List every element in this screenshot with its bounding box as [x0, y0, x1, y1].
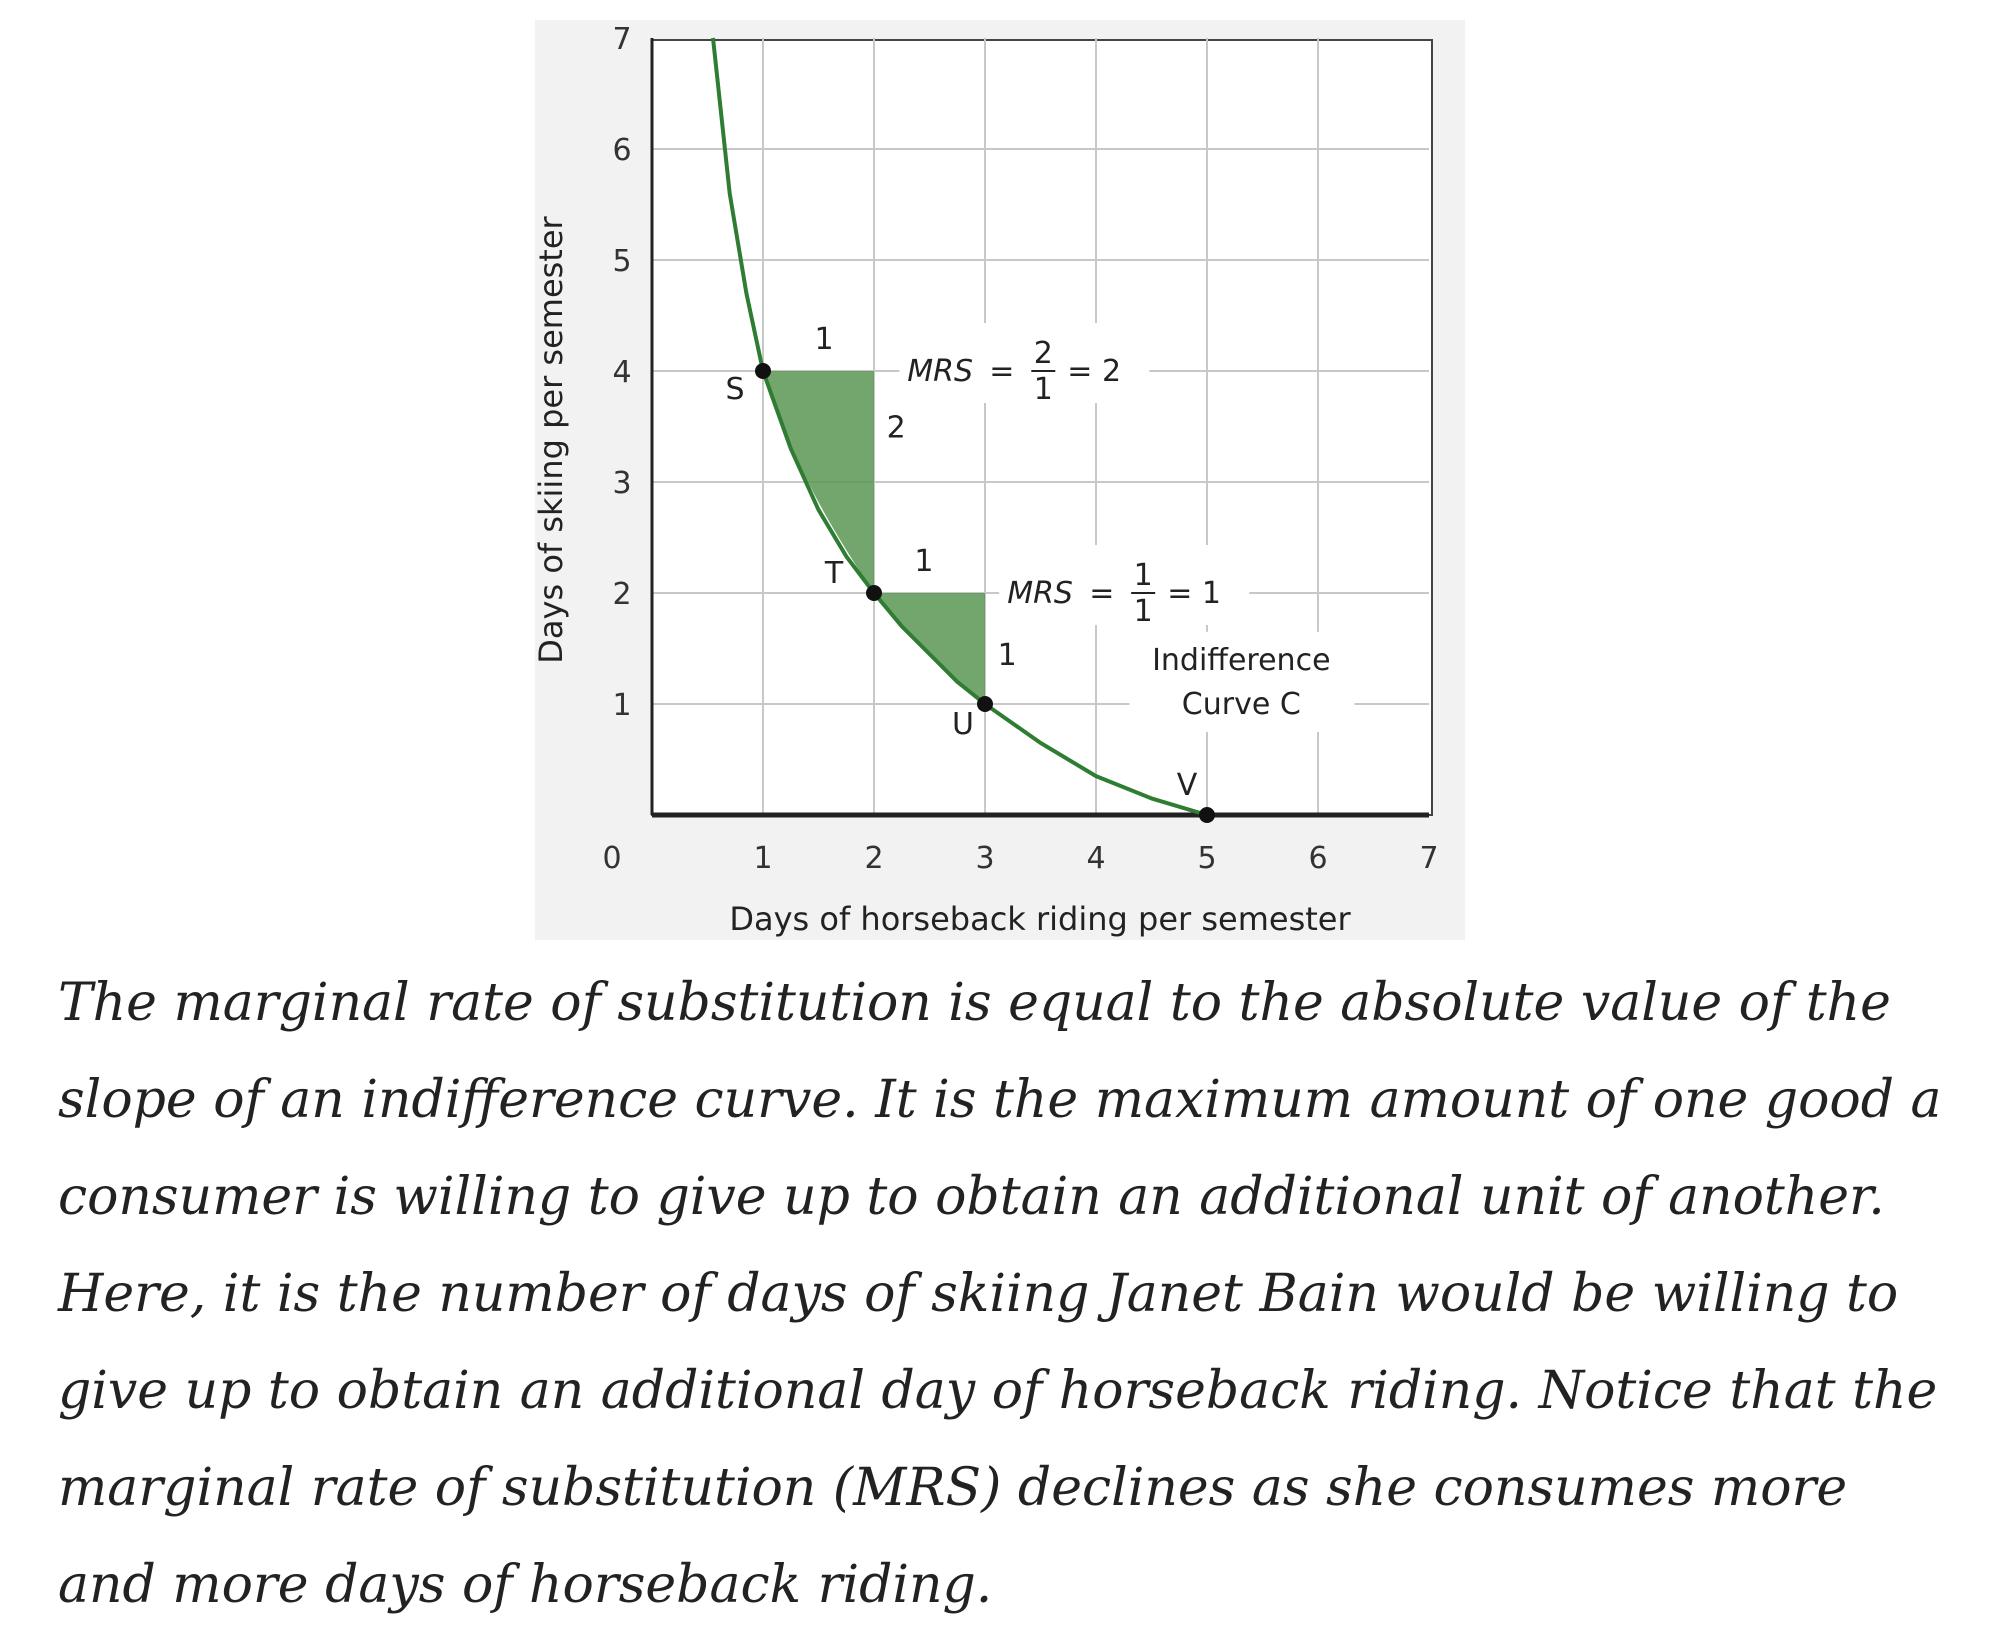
point-label-t: T: [824, 556, 844, 591]
curves: [711, 37, 1208, 817]
y-tick-label-4: 4: [612, 355, 631, 390]
point-label-v: V: [1177, 768, 1198, 803]
mrs-background-b: [999, 545, 1250, 625]
shaded-regions: [763, 371, 985, 704]
point-label-s: S: [725, 372, 744, 407]
mrs-denominator-b: 1: [1134, 594, 1153, 629]
series-line-0: [711, 37, 1208, 817]
x-tick-label-2: 2: [864, 841, 883, 876]
x-tick-label-3: 3: [975, 841, 994, 876]
mrs-result-a: = 2: [1067, 354, 1121, 389]
mrs-numerator-b: 1: [1134, 558, 1153, 593]
rise-label-s-t: 2: [887, 411, 906, 446]
y-tick-label-7: 7: [612, 22, 631, 57]
mrs-numerator-a: 2: [1034, 336, 1053, 371]
run-label-s-t: 1: [815, 322, 834, 357]
point-label-u: U: [952, 707, 974, 742]
x-tick-label-5: 5: [1197, 841, 1216, 876]
mrs-equals-a: =: [989, 354, 1014, 389]
x-tick-label-1: 1: [753, 841, 772, 876]
x-tick-label-7: 7: [1419, 841, 1438, 876]
y-tick-label-2: 2: [612, 577, 631, 612]
curve-label-line2: Curve C: [1182, 687, 1301, 722]
curve-label-line1: Indifference: [1152, 643, 1330, 678]
x-tick-label-4: 4: [1086, 841, 1105, 876]
y-tick-label-1: 1: [612, 688, 631, 723]
y-tick-label-3: 3: [612, 466, 631, 501]
x-tick-label-6: 6: [1308, 841, 1327, 876]
rise-label-t-u: 1: [998, 638, 1017, 673]
point-s: [755, 363, 771, 379]
shaded-region-s-t: [763, 371, 874, 593]
mrs-result-b: = 1: [1167, 576, 1221, 611]
x-tick-label-0: 0: [602, 841, 621, 876]
x-axis-title: Days of horseback riding per semester: [729, 900, 1351, 938]
point-u: [977, 696, 993, 712]
run-label-t-u: 1: [914, 544, 933, 579]
points: S T U V: [725, 363, 1215, 823]
y-tick-label-6: 6: [612, 133, 631, 168]
curve-label-background: [1129, 631, 1355, 732]
mrs-prefix-a: MRS: [907, 354, 973, 389]
point-v: [1199, 807, 1215, 823]
mrs-equals-b: =: [1089, 576, 1114, 611]
figure-caption: The marginal rate of substitution is equ…: [58, 973, 1942, 1615]
y-axis-title: Days of skiing per semester: [532, 215, 570, 663]
axes: [650, 38, 1429, 818]
y-tick-label-5: 5: [612, 244, 631, 279]
point-t: [866, 585, 882, 601]
mrs-prefix-b: MRS: [1007, 576, 1073, 611]
mrs-background-a: [899, 323, 1150, 403]
mrs-denominator-a: 1: [1034, 372, 1053, 407]
shaded-region-t-u: [874, 593, 985, 704]
